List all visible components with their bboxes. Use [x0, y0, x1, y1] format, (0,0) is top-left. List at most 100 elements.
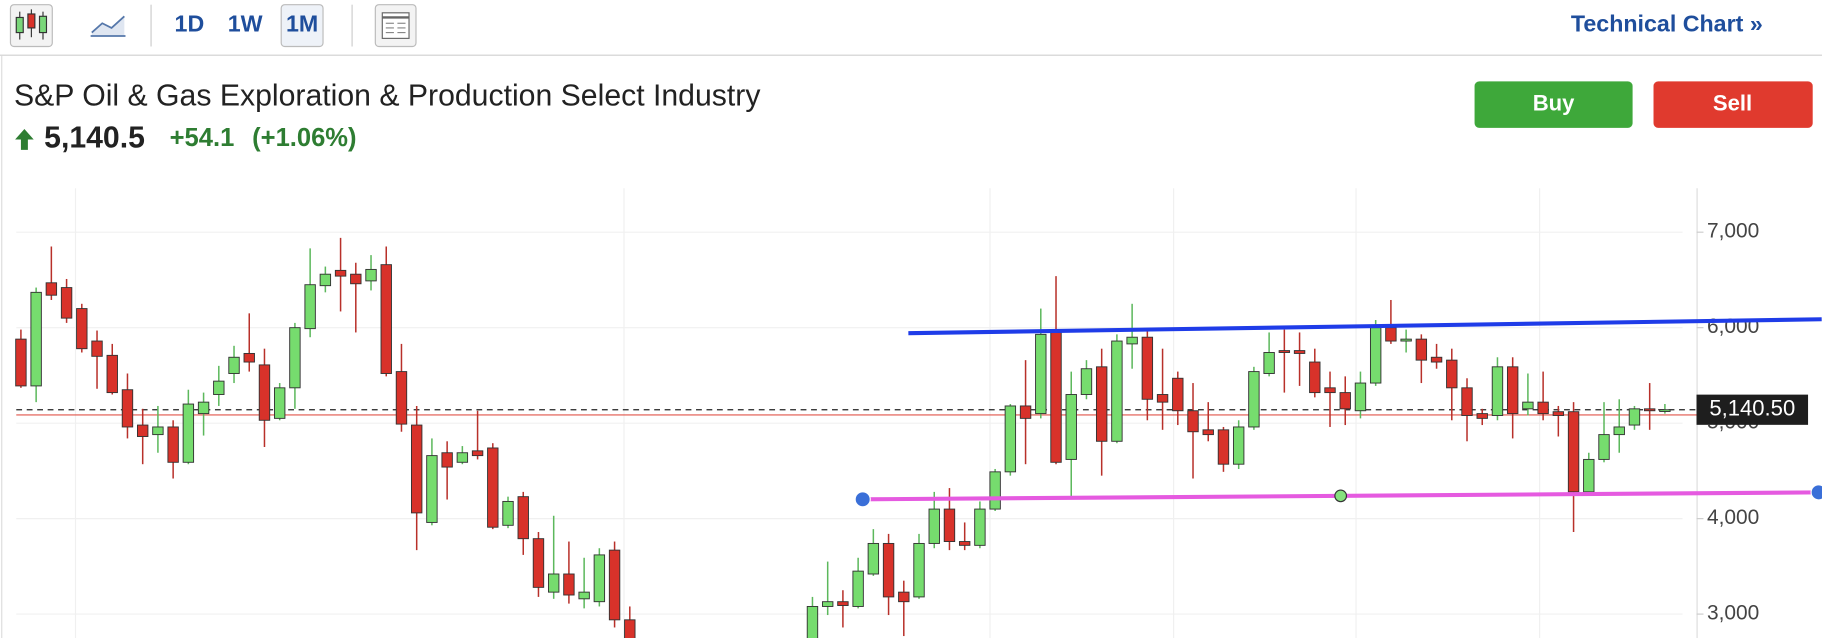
candle-body: [1567, 411, 1580, 493]
candle-body: [1141, 336, 1154, 400]
candle-body: [593, 554, 606, 603]
candle-body: [1019, 405, 1032, 419]
candle-body: [350, 273, 362, 285]
candle-body: [1080, 368, 1093, 395]
candle-body: [517, 496, 529, 540]
candle-body: [1430, 356, 1443, 363]
candle-body: [426, 455, 438, 523]
layout-icon[interactable]: [374, 4, 417, 48]
candle-body: [852, 570, 864, 607]
candle-body: [1339, 392, 1351, 410]
candle-body: [1598, 434, 1610, 460]
vertical-grid: [74, 188, 1541, 638]
candle-body: [1659, 409, 1671, 412]
candle-body: [1126, 336, 1138, 345]
candle-body: [76, 308, 88, 350]
candle-body: [197, 401, 210, 415]
trendline-handle: [1810, 484, 1822, 501]
candle-body: [958, 541, 971, 546]
candle-body: [1415, 338, 1428, 361]
candle-body: [502, 500, 514, 526]
sell-label[interactable]: Sell: [1713, 90, 1752, 115]
candle-body: [60, 287, 73, 319]
candle-body: [1476, 413, 1488, 419]
candle-body: [1202, 429, 1214, 436]
interval-1m[interactable]: 1M: [286, 11, 318, 37]
candle-body: [1400, 338, 1412, 342]
candle-body: [837, 601, 849, 606]
candle-body: [821, 601, 834, 607]
candle-body: [1111, 340, 1123, 442]
candle-icon[interactable]: [9, 4, 53, 48]
last-price-box: [1696, 394, 1809, 425]
overlays: 5,140.50: [854, 317, 1822, 508]
candle-body: [882, 542, 895, 598]
trendline-handle: [854, 491, 871, 508]
change: +54.1: [170, 124, 235, 152]
selected-interval-box: [280, 4, 324, 48]
candle-body: [167, 426, 179, 463]
interval-1w[interactable]: 1W: [228, 11, 263, 37]
candle-body: [1309, 361, 1321, 394]
trendline-handle: [1334, 489, 1348, 503]
candle-body: [1354, 382, 1367, 412]
candle-body: [1522, 401, 1534, 410]
candle-body: [441, 452, 453, 468]
candle-body: [121, 389, 134, 428]
candle-body: [1004, 405, 1017, 473]
last-price-label: 5,140.50: [1709, 396, 1795, 421]
y-tick-label: 4,000: [1707, 506, 1759, 529]
candle-body: [898, 591, 910, 603]
candle-body: [563, 573, 575, 596]
candle-body: [1491, 366, 1504, 416]
candle-body: [1293, 350, 1306, 354]
sell-button[interactable]: Sell: [1653, 81, 1813, 128]
candle-body: [1369, 327, 1382, 384]
candle-body: [578, 591, 590, 600]
buy-label[interactable]: Buy: [1533, 90, 1575, 115]
candle-body: [1050, 331, 1062, 463]
buy-button[interactable]: Buy: [1474, 81, 1633, 128]
candle-body: [45, 282, 58, 296]
candle-body: [1628, 408, 1641, 426]
candle-body: [471, 450, 484, 457]
candle-body: [1095, 366, 1108, 442]
candle-body: [1385, 327, 1397, 342]
candle-body: [136, 424, 149, 437]
trendline: [908, 317, 1822, 336]
candle-body: [91, 340, 103, 357]
candle-body: [608, 549, 621, 621]
candle-body: [1613, 426, 1625, 436]
candle-body: [152, 426, 164, 436]
candle-body: [943, 508, 956, 543]
candle-body: [334, 269, 347, 277]
instrument-title: S&P Oil & Gas Exploration & Production S…: [14, 80, 761, 113]
technical-chart-link[interactable]: Technical Chart »: [1571, 11, 1763, 37]
interval-1d[interactable]: 1D: [175, 11, 205, 37]
candle-body: [273, 387, 286, 419]
candle-body: [532, 538, 545, 588]
price: 5,140.5: [44, 121, 145, 154]
candle-body: [1643, 408, 1656, 412]
candle-body: [867, 542, 880, 575]
candle-body: [624, 619, 636, 638]
up-arrow: [15, 129, 34, 150]
candle-body: [487, 447, 499, 528]
candle-body: [1506, 366, 1519, 415]
candle-body: [1461, 387, 1473, 416]
candle-body: [30, 291, 42, 387]
candle-body: [289, 327, 301, 389]
candle-body: [1552, 411, 1565, 416]
candle-body: [410, 424, 423, 514]
candle-body: [258, 364, 271, 421]
candle-body: [913, 542, 925, 598]
candle-body: [1263, 352, 1275, 374]
line-icon[interactable]: [90, 15, 126, 37]
candle-body: [182, 403, 195, 463]
candle-body: [806, 605, 819, 638]
candle-body: [1446, 359, 1458, 389]
candle-body: [1172, 377, 1184, 412]
candle-body: [974, 508, 986, 546]
candle-body: [319, 273, 332, 287]
